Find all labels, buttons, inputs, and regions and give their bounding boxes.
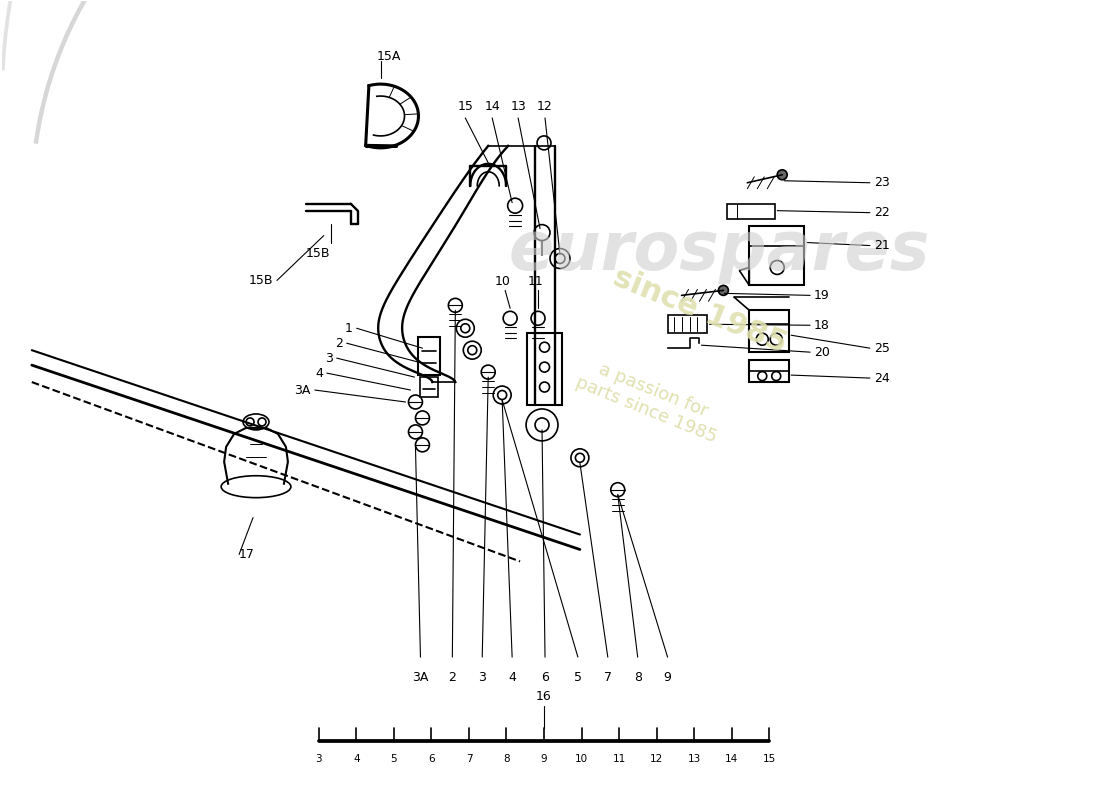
Text: 16: 16: [536, 690, 552, 703]
Text: 3A: 3A: [295, 383, 311, 397]
Bar: [749, 226, 804, 286]
Text: 14: 14: [484, 100, 500, 113]
Text: 24: 24: [873, 371, 890, 385]
Text: 4: 4: [315, 366, 322, 379]
Text: 19: 19: [814, 289, 829, 302]
Text: eurospares: eurospares: [508, 218, 931, 283]
Text: 9: 9: [541, 754, 548, 764]
Text: 14: 14: [725, 754, 738, 764]
Text: 3A: 3A: [412, 671, 429, 684]
Text: 20: 20: [814, 346, 830, 358]
Text: 6: 6: [428, 754, 435, 764]
Text: 3: 3: [316, 754, 322, 764]
Text: 4: 4: [353, 754, 360, 764]
Text: 7: 7: [604, 671, 612, 684]
Text: 1: 1: [344, 322, 353, 334]
Text: 2: 2: [449, 671, 456, 684]
Bar: [418, 338, 440, 375]
Bar: [527, 334, 562, 405]
Text: 2: 2: [334, 337, 343, 350]
Circle shape: [718, 286, 728, 295]
Text: 11: 11: [527, 275, 543, 288]
Text: 3: 3: [478, 671, 486, 684]
Bar: [420, 377, 439, 397]
Text: 4: 4: [508, 671, 516, 684]
Text: 13: 13: [510, 100, 526, 113]
Text: 12: 12: [537, 100, 553, 113]
Text: 17: 17: [239, 548, 255, 561]
Text: 15B: 15B: [249, 274, 273, 287]
Text: 10: 10: [494, 275, 510, 288]
Circle shape: [778, 170, 788, 180]
Text: 23: 23: [873, 176, 890, 190]
Text: 25: 25: [873, 342, 890, 354]
Text: 15: 15: [458, 100, 473, 113]
Text: 6: 6: [541, 671, 549, 684]
Text: 8: 8: [634, 671, 641, 684]
Text: 22: 22: [873, 206, 890, 219]
Text: 15: 15: [762, 754, 776, 764]
Text: 10: 10: [575, 754, 589, 764]
Text: since 1985: since 1985: [608, 262, 791, 358]
Bar: [668, 315, 707, 334]
Text: 13: 13: [688, 754, 701, 764]
Text: 5: 5: [390, 754, 397, 764]
Bar: [749, 360, 789, 382]
Text: 11: 11: [613, 754, 626, 764]
Bar: [727, 204, 776, 218]
Bar: [749, 310, 789, 352]
Text: 7: 7: [465, 754, 472, 764]
Text: a passion for
parts since 1985: a passion for parts since 1985: [573, 354, 727, 446]
Text: 8: 8: [503, 754, 509, 764]
Text: 3: 3: [324, 352, 333, 365]
Text: 5: 5: [574, 671, 582, 684]
Text: 15B: 15B: [306, 247, 330, 260]
Text: 21: 21: [873, 239, 890, 252]
Text: 15A: 15A: [376, 50, 400, 62]
Text: 18: 18: [814, 318, 830, 332]
Text: 9: 9: [663, 671, 671, 684]
Text: 12: 12: [650, 754, 663, 764]
